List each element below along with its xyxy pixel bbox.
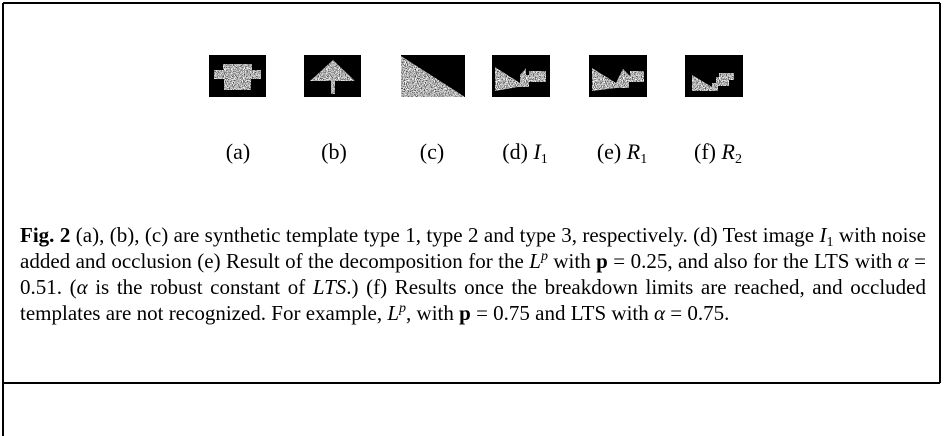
label-text: (a): [225, 139, 251, 164]
caption-text: = 0.25, and also for the LTS with: [607, 249, 898, 273]
caption: Fig. 2 (a), (b), (c) are synthetic templ…: [20, 222, 926, 326]
caption-text: (a), (b), (c) are synthetic template typ…: [75, 223, 820, 247]
caption-text: is the robust constant of: [87, 275, 313, 299]
label-symbol: R: [626, 139, 641, 164]
label-text: (d): [502, 139, 528, 164]
label-symbol: R: [721, 139, 735, 164]
math-superscript: p: [399, 301, 407, 316]
caption-label: Fig. 2: [20, 223, 71, 247]
image-e: [589, 55, 647, 97]
math: L: [387, 301, 400, 325]
label-subscript: 2: [734, 152, 742, 167]
math-bold: p: [596, 249, 608, 273]
subfigure-label: (a): [226, 139, 250, 165]
image-d: [492, 55, 550, 97]
caption-text: with noise added and occlusion (e) Resul…: [20, 223, 926, 273]
caption-text: = 0.51. (: [20, 249, 927, 299]
image-f: [685, 55, 743, 97]
label-symbol: I: [533, 139, 541, 164]
math: α: [653, 301, 666, 325]
math: I: [819, 223, 827, 247]
subfigure-label: (c): [420, 139, 444, 165]
subfigure-label: (f) R2: [694, 139, 742, 167]
math-bold: p: [459, 301, 471, 325]
image-c: [401, 55, 465, 97]
subfigure-label: (e) R1: [596, 139, 648, 167]
subfigure-label: (b): [321, 139, 347, 165]
label-text: (f): [694, 139, 717, 164]
math: LTS: [312, 275, 347, 299]
caption-text: .) (f) Results once the breakdown limits…: [20, 275, 926, 325]
image-b: [304, 55, 361, 97]
label-text: (b): [321, 139, 347, 164]
caption-text: = 0.75 and LTS with: [470, 301, 654, 325]
math: α: [897, 249, 909, 273]
caption-text: = 0.75.: [665, 301, 730, 325]
math-superscript: p: [540, 249, 548, 264]
caption-text: with: [547, 249, 597, 273]
label-text: (e): [596, 139, 622, 164]
math: L: [529, 249, 541, 273]
math-subscript: 1: [826, 235, 834, 250]
subfigure-label: (d) I1: [502, 139, 548, 167]
label-text: (c): [419, 139, 445, 164]
label-subscript: 1: [640, 152, 648, 167]
math: α: [76, 275, 88, 299]
label-subscript: 1: [540, 152, 548, 167]
caption-text: , with: [406, 301, 460, 325]
image-a: [209, 55, 266, 97]
